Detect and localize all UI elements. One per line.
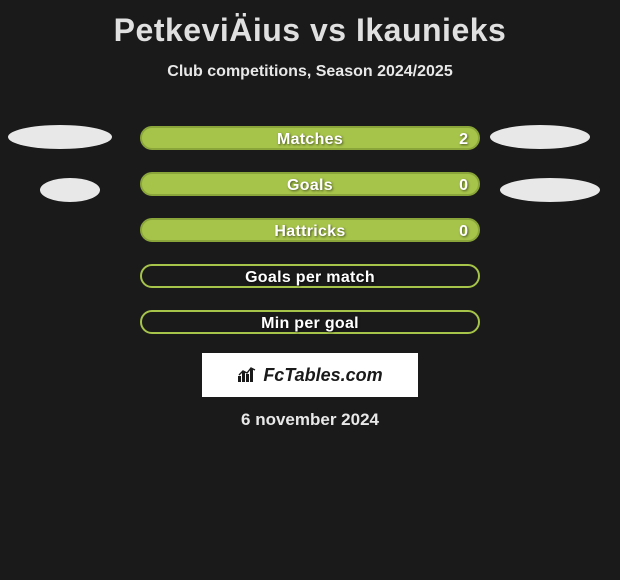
side-ellipse bbox=[490, 125, 590, 149]
badge-label: FcTables.com bbox=[263, 365, 382, 386]
stat-row: Goals per match bbox=[140, 264, 480, 288]
bar-chart-icon bbox=[237, 366, 259, 384]
side-ellipse bbox=[8, 125, 112, 149]
date-text: 6 november 2024 bbox=[0, 410, 620, 430]
stat-value: 0 bbox=[459, 220, 468, 244]
subtitle: Club competitions, Season 2024/2025 bbox=[0, 63, 620, 81]
player2-name: Ikaunieks bbox=[356, 12, 506, 48]
badge-text: FcTables.com bbox=[237, 365, 382, 386]
side-ellipse bbox=[40, 178, 100, 202]
stat-row: Matches2 bbox=[140, 126, 480, 150]
stat-value: 0 bbox=[459, 174, 468, 198]
stat-row: Goals0 bbox=[140, 172, 480, 196]
fctables-badge: FcTables.com bbox=[202, 353, 418, 397]
player1-name: PetkeviÄius bbox=[114, 12, 301, 48]
stat-row: Hattricks0 bbox=[140, 218, 480, 242]
side-ellipse bbox=[500, 178, 600, 202]
stat-value: 2 bbox=[459, 128, 468, 152]
page-title: PetkeviÄius vs Ikaunieks bbox=[0, 0, 620, 49]
stat-label: Min per goal bbox=[142, 312, 478, 336]
stat-label: Hattricks bbox=[142, 220, 478, 244]
stat-label: Goals per match bbox=[142, 266, 478, 290]
stat-label: Matches bbox=[142, 128, 478, 152]
stat-label: Goals bbox=[142, 174, 478, 198]
vs-label: vs bbox=[310, 12, 347, 48]
stat-row: Min per goal bbox=[140, 310, 480, 334]
